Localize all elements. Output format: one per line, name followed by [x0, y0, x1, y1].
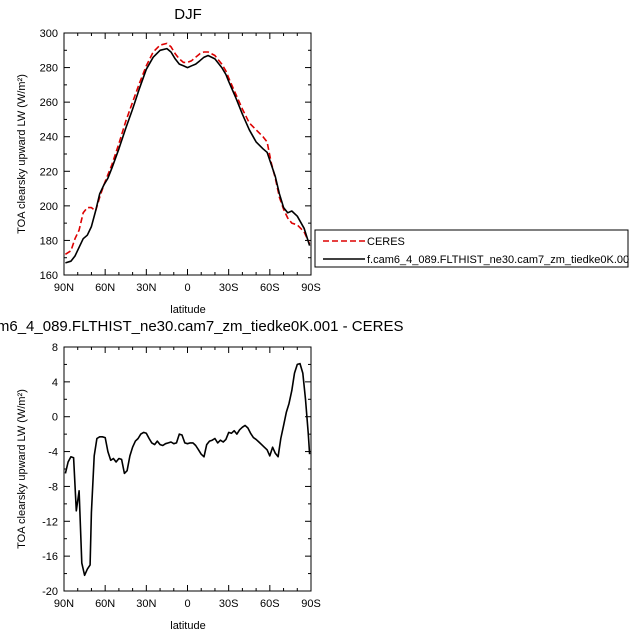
top-y-tick-label: 200 [40, 201, 58, 213]
top-y-tick-label: 280 [40, 63, 58, 75]
top-y-tick-label: 260 [40, 97, 58, 109]
bottom-y-tick-label: -16 [42, 551, 58, 563]
legend-label-model: f.cam6_4_089.FLTHIST_ne30.cam7_zm_tiedke… [367, 254, 630, 266]
bottom-chart-title: am6_4_089.FLTHIST_ne30.cam7_zm_tiedke0K.… [0, 318, 403, 335]
top-x-tick-label: 90N [54, 282, 74, 294]
bottom-y-tick-label: -4 [48, 447, 58, 459]
top-x-tick-label: 0 [184, 282, 190, 294]
bottom-x-tick-label: 60N [95, 598, 115, 610]
bottom-y-tick-label: 8 [52, 342, 58, 354]
top-x-tick-label: 60N [95, 282, 115, 294]
top-x-tick-label: 30N [136, 282, 156, 294]
top-y-tick-label: 240 [40, 132, 58, 144]
top-y-tick-label: 180 [40, 235, 58, 247]
top-y-tick-label: 220 [40, 166, 58, 178]
legend-label-ceres: CERES [367, 236, 405, 248]
bottom-x-axis: 90N 60N 30N 0 30S 60S 90S [54, 347, 321, 610]
bottom-y-tick-label: -12 [42, 516, 58, 528]
top-series-line-1 [65, 47, 311, 264]
top-y-axis-label: TOA clearsky upward LW (W/m²) [16, 74, 28, 234]
top-plot-frame [63, 32, 312, 276]
bottom-series-group [64, 362, 311, 577]
top-series-group [64, 42, 311, 264]
top-series-line-0 [64, 42, 311, 255]
top-x-axis-label: latitude [170, 304, 205, 316]
legend: CERES f.cam6_4_089.FLTHIST_ne30.cam7_zm_… [314, 229, 630, 268]
top-x-axis: 90N 60N 30N 0 30S 60S 90S [54, 33, 321, 294]
bottom-y-tick-label: -8 [48, 481, 58, 493]
top-x-tick-label: 90S [301, 282, 321, 294]
bottom-y-tick-label: -20 [42, 586, 58, 598]
bottom-x-axis-label: latitude [170, 620, 205, 632]
bottom-x-tick-label: 90N [54, 598, 74, 610]
bottom-y-axis-label: TOA clearsky upward LW (W/m²) [16, 389, 28, 549]
bottom-x-tick-label: 60S [260, 598, 280, 610]
top-chart-title: DJF [174, 6, 202, 23]
legend-frame [314, 229, 629, 268]
top-panel: DJF 90N 60N 30N 0 30S 60S 90S 160 180 200 220 240 2… [16, 6, 321, 316]
bottom-series-line-0 [64, 362, 311, 577]
bottom-panel: am6_4_089.FLTHIST_ne30.cam7_zm_tiedke0K.… [0, 318, 403, 632]
top-x-tick-label: 30S [219, 282, 239, 294]
top-y-tick-label: 160 [40, 270, 58, 282]
top-y-axis: 160 180 200 220 240 260 280 300 [40, 28, 311, 282]
bottom-x-tick-label: 30S [219, 598, 239, 610]
bottom-plot-frame [63, 346, 312, 592]
bottom-x-tick-label: 30N [136, 598, 156, 610]
bottom-x-tick-label: 90S [301, 598, 321, 610]
bottom-y-tick-label: 4 [52, 377, 58, 389]
bottom-y-tick-label: 0 [52, 412, 58, 424]
top-y-tick-label: 300 [40, 28, 58, 40]
bottom-x-tick-label: 0 [184, 598, 190, 610]
top-x-tick-label: 60S [260, 282, 280, 294]
bottom-y-axis: -20 -16 -12 -8 -4 0 4 8 [42, 342, 311, 598]
